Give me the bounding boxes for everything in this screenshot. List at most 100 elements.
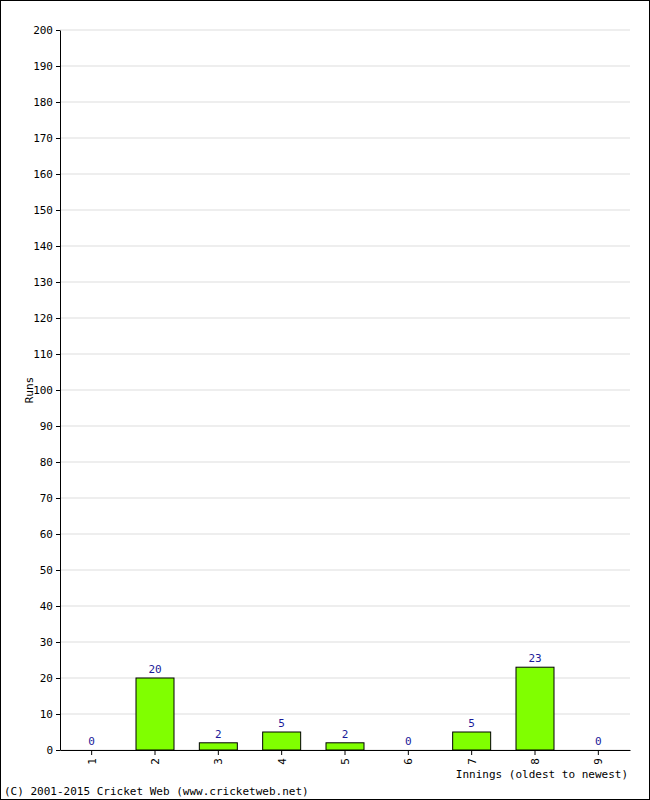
bar — [263, 732, 301, 750]
y-tick-mark — [56, 30, 60, 31]
y-tick-mark — [56, 318, 60, 319]
x-tick: 8 — [529, 750, 542, 765]
x-tick-mark — [345, 750, 346, 755]
grid-line — [60, 102, 630, 103]
y-tick-label: 40 — [40, 600, 53, 613]
data-label: 5 — [278, 717, 285, 730]
chart: 0102030405060708090100110120130140150160… — [0, 0, 650, 800]
x-tick-label: 4 — [276, 758, 289, 765]
y-tick-mark — [56, 282, 60, 283]
y-tick-label: 90 — [40, 420, 53, 433]
data-label: 0 — [595, 735, 602, 748]
x-tick-mark — [598, 750, 599, 755]
y-tick-label: 160 — [33, 168, 53, 181]
y-tick-mark — [56, 714, 60, 715]
y-tick-label: 0 — [46, 744, 53, 757]
data-label: 0 — [405, 735, 412, 748]
grid — [60, 30, 630, 750]
x-tick-label: 6 — [402, 758, 415, 765]
x-tick-label: 3 — [212, 758, 225, 765]
y-tick-label: 130 — [33, 276, 53, 289]
x-tick-label: 1 — [86, 758, 99, 765]
x-tick-label: 9 — [592, 758, 605, 765]
grid-line — [60, 642, 630, 643]
frame — [1, 1, 650, 800]
y-tick: 190 — [33, 60, 60, 73]
grid-line — [60, 246, 630, 247]
y-tick-label: 120 — [33, 312, 53, 325]
y-tick: 170 — [33, 132, 60, 145]
y-tick-label: 10 — [40, 708, 53, 721]
y-tick-mark — [56, 354, 60, 355]
data-label: 0 — [88, 735, 95, 748]
y-tick-label: 20 — [40, 672, 53, 685]
y-tick-label: 30 — [40, 636, 53, 649]
y-tick: 80 — [40, 456, 60, 469]
y-tick: 120 — [33, 312, 60, 325]
y-tick: 50 — [40, 564, 60, 577]
y-tick: 40 — [40, 600, 60, 613]
y-tick-label: 50 — [40, 564, 53, 577]
y-tick: 100 — [33, 384, 60, 397]
grid-line — [60, 354, 630, 355]
bar — [199, 743, 237, 750]
y-tick-label: 110 — [33, 348, 53, 361]
x-tick-mark — [155, 750, 156, 755]
y-tick-label: 70 — [40, 492, 53, 505]
x-tick-mark — [535, 750, 536, 755]
grid-line — [60, 462, 630, 463]
y-tick: 10 — [40, 708, 60, 721]
grid-line — [60, 426, 630, 427]
y-tick-mark — [56, 138, 60, 139]
x-axis: 1 2 3 4 5 6 7 8 9 — [61, 750, 631, 765]
x-tick: 3 — [212, 750, 225, 765]
y-tick: 90 — [40, 420, 60, 433]
x-tick-label: 5 — [339, 758, 352, 765]
y-tick-mark — [56, 678, 60, 679]
y-tick: 30 — [40, 636, 60, 649]
data-labels: 02025205230 — [88, 652, 601, 748]
x-tick-label: 2 — [149, 758, 162, 765]
y-tick-mark — [56, 390, 60, 391]
bar — [579, 750, 617, 751]
grid-line — [60, 138, 630, 139]
y-tick-mark — [56, 174, 60, 175]
bar — [453, 732, 491, 750]
data-label: 23 — [528, 652, 541, 665]
grid-line — [60, 210, 630, 211]
grid-line — [60, 390, 630, 391]
y-tick-label: 150 — [33, 204, 53, 217]
data-label: 5 — [468, 717, 475, 730]
y-tick: 150 — [33, 204, 60, 217]
grid-line — [60, 606, 630, 607]
y-tick-label: 140 — [33, 240, 53, 253]
y-tick-mark — [56, 210, 60, 211]
grid-line — [60, 534, 630, 535]
data-label: 20 — [148, 663, 161, 676]
y-axis-title: Runs — [23, 377, 36, 404]
bar — [516, 667, 554, 750]
x-tick: 4 — [276, 750, 289, 765]
credit: (C) 2001-2015 Cricket Web (www.cricketwe… — [4, 785, 309, 798]
y-tick-label: 100 — [33, 384, 53, 397]
bar — [136, 678, 174, 750]
y-tick-label: 200 — [33, 24, 53, 37]
bar — [73, 750, 111, 751]
grid-line — [60, 282, 630, 283]
y-tick-mark — [56, 570, 60, 571]
y-tick: 200 — [33, 24, 60, 37]
y-axis: 0102030405060708090100110120130140150160… — [33, 24, 60, 757]
bars — [136, 667, 554, 750]
y-tick: 130 — [33, 276, 60, 289]
data-label: 2 — [215, 728, 222, 741]
y-tick-mark — [56, 426, 60, 427]
y-tick-mark — [56, 66, 60, 67]
y-tick: 110 — [33, 348, 60, 361]
x-tick: 5 — [339, 750, 352, 765]
grid-line — [60, 174, 630, 175]
annotations: (C) 2001-2015 Cricket Web (www.cricketwe… — [4, 785, 309, 798]
y-tick-label: 180 — [33, 96, 53, 109]
y-tick-mark — [56, 462, 60, 463]
x-tick: 7 — [466, 750, 479, 765]
x-tick-mark — [218, 750, 219, 755]
